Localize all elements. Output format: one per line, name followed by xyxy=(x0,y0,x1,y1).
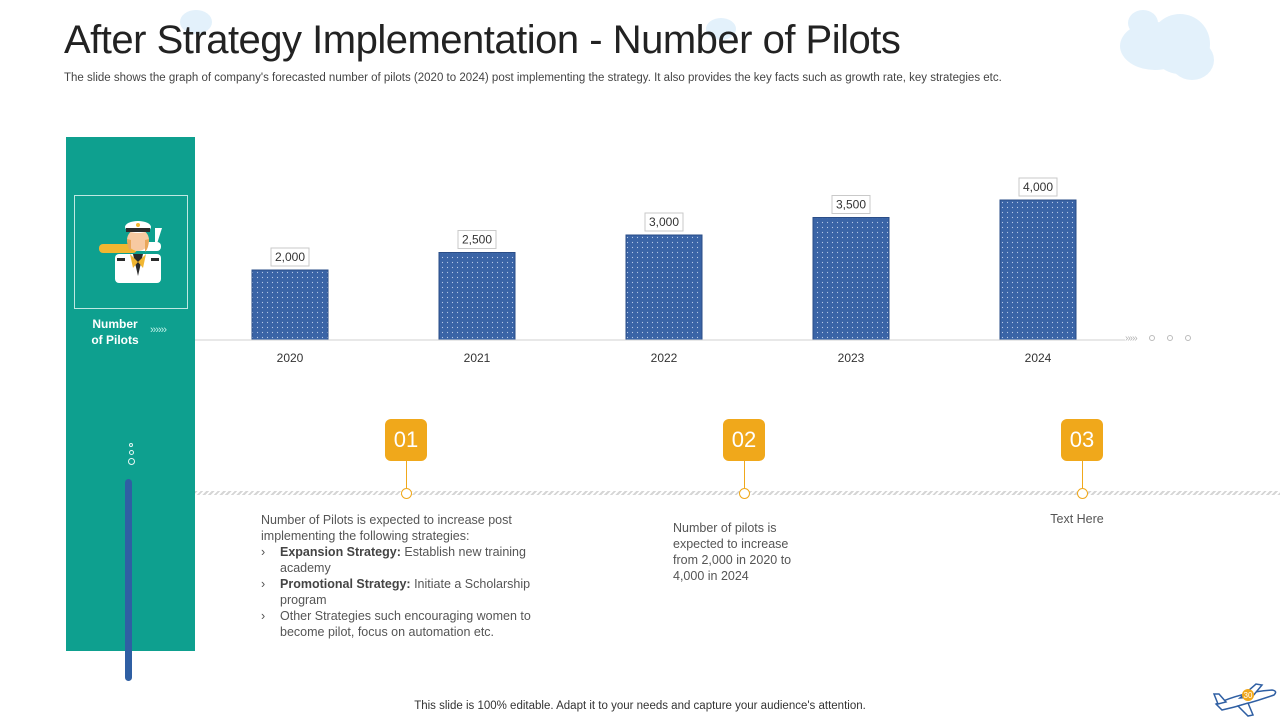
marker-number: 01 xyxy=(385,419,427,461)
data-label-box-2023 xyxy=(831,195,871,214)
side-label-line2: of Pilots xyxy=(91,333,139,347)
data-label-2023: 3,500 xyxy=(836,198,866,212)
pilot-icon-frame xyxy=(74,195,188,309)
strategy-intro: Number of Pilots is expected to increase… xyxy=(261,513,512,543)
marker-stem xyxy=(743,461,745,488)
bar-2023 xyxy=(812,217,890,341)
data-label-2020: 2,000 xyxy=(275,250,305,264)
growth-text-block: Number of pilots is expected to increase… xyxy=(673,521,792,583)
side-label-line1: Number xyxy=(92,317,138,331)
bar-2020 xyxy=(251,269,329,341)
page-number: 30 xyxy=(1244,691,1253,700)
dots-decoration xyxy=(125,443,137,468)
x-tick-label-2024: 2024 xyxy=(1025,351,1052,365)
chevrons-right-icon: ›››››› xyxy=(150,324,167,336)
list-item: Expansion Strategy: Establish new traini… xyxy=(261,544,553,576)
cloud-decoration xyxy=(1170,40,1214,80)
list-item: Promotional Strategy: Initiate a Scholar… xyxy=(261,576,553,608)
x-tick-label-2022: 2022 xyxy=(651,351,678,365)
pilots-bar-chart: 2,000 2020 2,500 2021 3,000 2022 3,500 2023 4,00… xyxy=(195,177,1125,365)
x-tick-label-2020: 2020 xyxy=(277,351,304,365)
data-label-2024: 4,000 xyxy=(1023,180,1053,194)
bar-2022 xyxy=(625,234,703,341)
axis-arrow-tail: ››››› xyxy=(1125,333,1191,344)
airplane-icon: 30 xyxy=(1212,683,1277,717)
pilot-icon xyxy=(99,221,162,283)
marker-dot xyxy=(738,488,750,499)
marker-number: 02 xyxy=(723,419,765,461)
strategy-text-block: Number of Pilots is expected to increase… xyxy=(261,512,553,640)
marker-stem xyxy=(1081,461,1083,488)
list-item: Other Strategies such encouraging women … xyxy=(261,608,553,640)
data-label-box-2020 xyxy=(270,247,310,267)
timeline-line xyxy=(195,491,1280,495)
page-title: After Strategy Implementation - Number o… xyxy=(64,18,901,62)
marker-number: 03 xyxy=(1061,419,1103,461)
strategy-list: Expansion Strategy: Establish new traini… xyxy=(261,544,553,640)
data-label-box-2021 xyxy=(457,230,497,249)
bar-2021 xyxy=(438,252,516,341)
cloud-decoration xyxy=(706,18,736,40)
marker-dot xyxy=(400,488,412,499)
x-tick-label-2021: 2021 xyxy=(464,351,491,365)
data-label-box-2024 xyxy=(1018,177,1058,197)
footer-note: This slide is 100% editable. Adapt it to… xyxy=(414,700,866,712)
bar-2024 xyxy=(999,199,1077,341)
marker-stem xyxy=(405,461,407,488)
page-subtitle: The slide shows the graph of company's f… xyxy=(64,72,1002,84)
data-label-box-2022 xyxy=(644,212,684,232)
data-label-2021: 2,500 xyxy=(462,233,492,247)
marker-03: 03 xyxy=(1061,419,1103,499)
cloud-decoration xyxy=(1128,10,1158,36)
cloud-decoration xyxy=(180,10,212,34)
placeholder-text-block: Text Here xyxy=(1050,512,1104,526)
marker-dot xyxy=(1076,488,1088,499)
progress-rail xyxy=(125,479,132,681)
marker-02: 02 xyxy=(723,419,765,499)
x-tick-label-2023: 2023 xyxy=(838,351,865,365)
marker-01: 01 xyxy=(385,419,427,499)
data-label-2022: 3,000 xyxy=(649,215,679,229)
side-panel: Number of Pilots ›››››› xyxy=(66,137,195,681)
side-label: Number of Pilots xyxy=(80,316,150,348)
